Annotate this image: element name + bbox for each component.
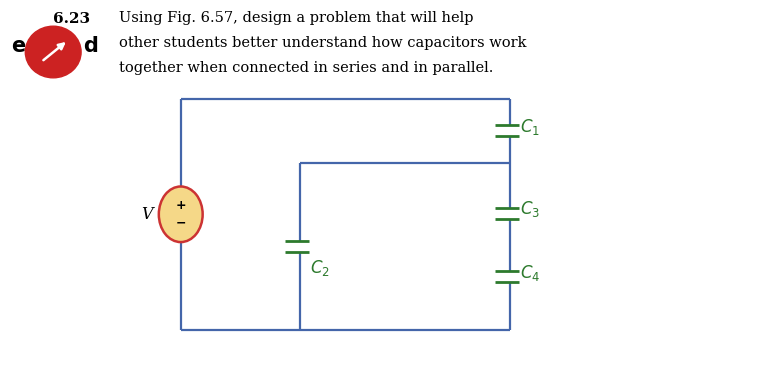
- Text: d: d: [83, 36, 98, 56]
- Ellipse shape: [159, 186, 203, 242]
- Text: −: −: [175, 217, 186, 230]
- Text: $C_3$: $C_3$: [519, 199, 539, 219]
- Ellipse shape: [25, 26, 81, 78]
- Text: together when connected in series and in parallel.: together when connected in series and in…: [119, 61, 493, 75]
- Text: Using Fig. 6.57, design a problem that will help: Using Fig. 6.57, design a problem that w…: [119, 11, 474, 25]
- Text: e: e: [11, 36, 25, 56]
- Text: $C_1$: $C_1$: [519, 117, 539, 137]
- Text: V: V: [142, 206, 153, 223]
- Text: 6.23: 6.23: [54, 12, 90, 26]
- Text: +: +: [175, 199, 186, 212]
- Text: $C_2$: $C_2$: [311, 258, 330, 279]
- Text: other students better understand how capacitors work: other students better understand how cap…: [119, 36, 526, 50]
- Text: $C_4$: $C_4$: [519, 263, 540, 283]
